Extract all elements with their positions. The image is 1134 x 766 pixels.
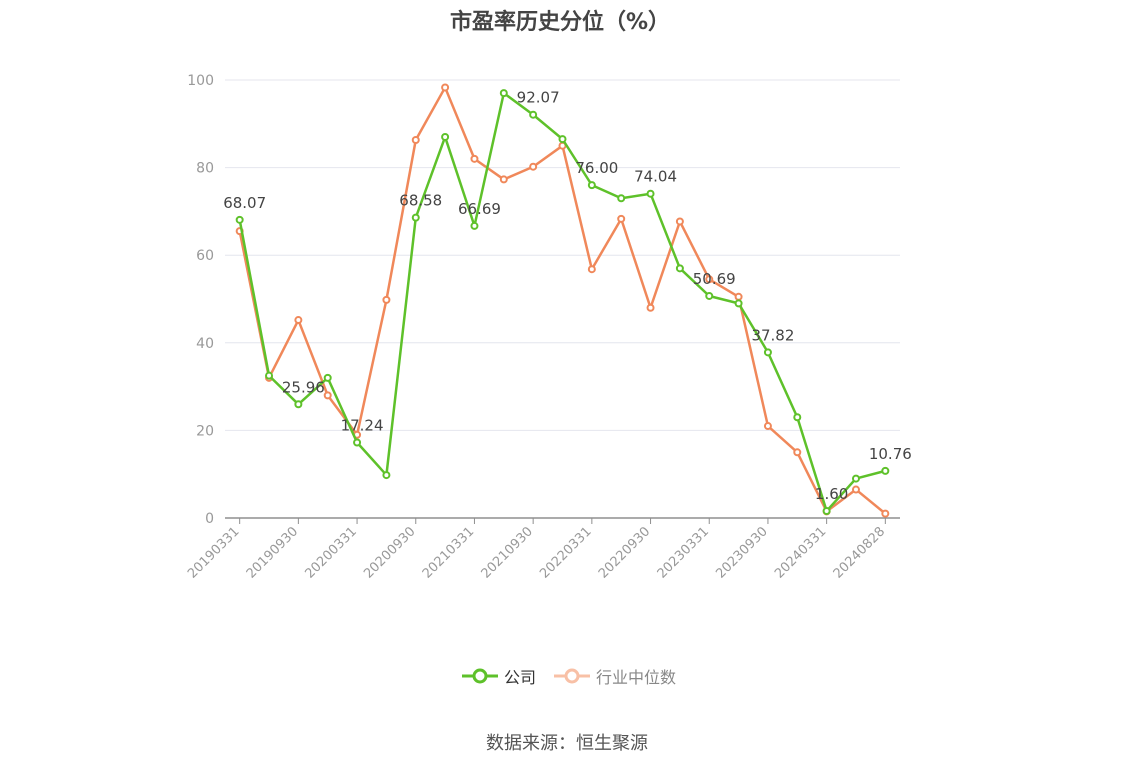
x-tick-label: 20230930 [713, 524, 770, 581]
data-label-company: 76.00 [575, 159, 618, 177]
data-label-company: 25.96 [282, 378, 325, 396]
data-point-industry-median[interactable] [675, 217, 684, 226]
data-label-company: 66.69 [458, 200, 501, 218]
data-point-company[interactable] [558, 135, 567, 144]
data-labels: 68.07 25.96 17.24 68.58 66.69 92.07 76.00 74.04… [223, 89, 912, 503]
data-label-company: 50.69 [693, 270, 736, 288]
data-point-industry-median[interactable] [734, 292, 743, 301]
data-point-company[interactable] [235, 215, 244, 224]
data-point-company[interactable] [382, 471, 391, 480]
legend-label-industry-median: 行业中位数 [596, 668, 677, 687]
data-point-company[interactable] [705, 291, 714, 300]
data-point-company[interactable] [793, 413, 802, 422]
data-point-company[interactable] [294, 400, 303, 409]
data-point-industry-median[interactable] [411, 136, 420, 145]
x-tick-label: 20220930 [596, 524, 653, 581]
data-point-company[interactable] [763, 348, 772, 357]
data-point-company[interactable] [353, 438, 362, 447]
data-point-company[interactable] [411, 213, 420, 222]
legend-line-circle-icon [554, 668, 591, 684]
data-point-company[interactable] [851, 474, 860, 483]
data-label-company: 68.07 [223, 194, 266, 212]
data-point-industry-median[interactable] [294, 316, 303, 325]
y-tick-label: 0 [205, 511, 214, 527]
data-point-industry-median[interactable] [470, 154, 479, 163]
series-layer [235, 83, 890, 518]
legend-item-industry-median[interactable]: 行业中位数 [554, 664, 676, 688]
y-tick-label: 60 [196, 248, 214, 264]
x-tick-label: 20190930 [244, 524, 301, 581]
x-tick-label: 20230331 [655, 524, 712, 581]
data-point-industry-median[interactable] [705, 275, 714, 284]
data-point-industry-median[interactable] [881, 509, 890, 518]
x-tick-label: 20220331 [537, 524, 594, 581]
data-point-company[interactable] [441, 132, 450, 141]
data-point-industry-median[interactable] [499, 175, 508, 184]
data-point-industry-median[interactable] [323, 391, 332, 400]
data-point-industry-median[interactable] [793, 448, 802, 457]
data-point-industry-median[interactable] [763, 422, 772, 431]
series-line-industry-median [238, 86, 887, 515]
legend-line-circle-icon [462, 668, 498, 684]
x-tick-label: 20240828 [831, 524, 888, 581]
data-point-company[interactable] [529, 110, 538, 119]
x-tick-label: 20210930 [479, 524, 536, 581]
data-label-company: 17.24 [341, 416, 384, 434]
y-tick-label: 40 [196, 336, 214, 352]
data-label-company: 92.07 [517, 89, 560, 107]
x-tick-label: 20210331 [420, 524, 477, 581]
data-point-industry-median[interactable] [382, 295, 391, 304]
data-point-company[interactable] [587, 181, 596, 190]
data-source: 数据来源：恒生聚源 [486, 733, 648, 754]
data-label-company: 74.04 [634, 168, 677, 186]
y-tick-label: 100 [187, 73, 214, 89]
data-point-company[interactable] [617, 194, 626, 203]
data-label-company: 68.58 [399, 192, 442, 210]
data-point-company[interactable] [675, 264, 684, 273]
data-label-company: 37.82 [751, 326, 794, 344]
data-point-industry-median[interactable] [441, 83, 450, 92]
series-line-company [238, 91, 886, 513]
data-point-company[interactable] [265, 371, 274, 380]
legend-item-company[interactable]: 公司 [462, 664, 536, 688]
legend-label-company: 公司 [504, 668, 537, 687]
chart-title: 市盈率历史分位（%） [449, 10, 671, 35]
data-point-industry-median[interactable] [646, 303, 655, 312]
data-label-company: 1.60 [815, 485, 848, 503]
data-point-company[interactable] [881, 466, 890, 475]
data-point-industry-median[interactable] [587, 265, 596, 274]
x-tick-label: 20240331 [772, 524, 829, 581]
data-label-company: 10.76 [869, 445, 912, 463]
data-point-industry-median[interactable] [851, 485, 860, 494]
y-tick-label: 80 [196, 161, 214, 177]
y-tick-label: 20 [196, 423, 214, 439]
grid-lines [225, 79, 900, 431]
data-point-industry-median[interactable] [529, 162, 538, 171]
data-point-company[interactable] [734, 299, 743, 308]
data-point-company[interactable] [323, 373, 332, 382]
data-point-company[interactable] [822, 506, 831, 515]
legend: 公司 行业中位数 [462, 664, 694, 688]
x-tick-label: 20200331 [302, 524, 359, 581]
x-tick-label: 20190331 [185, 524, 242, 581]
data-point-company[interactable] [646, 189, 655, 198]
data-point-industry-median[interactable] [617, 214, 626, 223]
data-point-company[interactable] [470, 221, 479, 230]
data-point-company[interactable] [499, 89, 508, 98]
x-tick-label: 20200930 [361, 524, 418, 581]
